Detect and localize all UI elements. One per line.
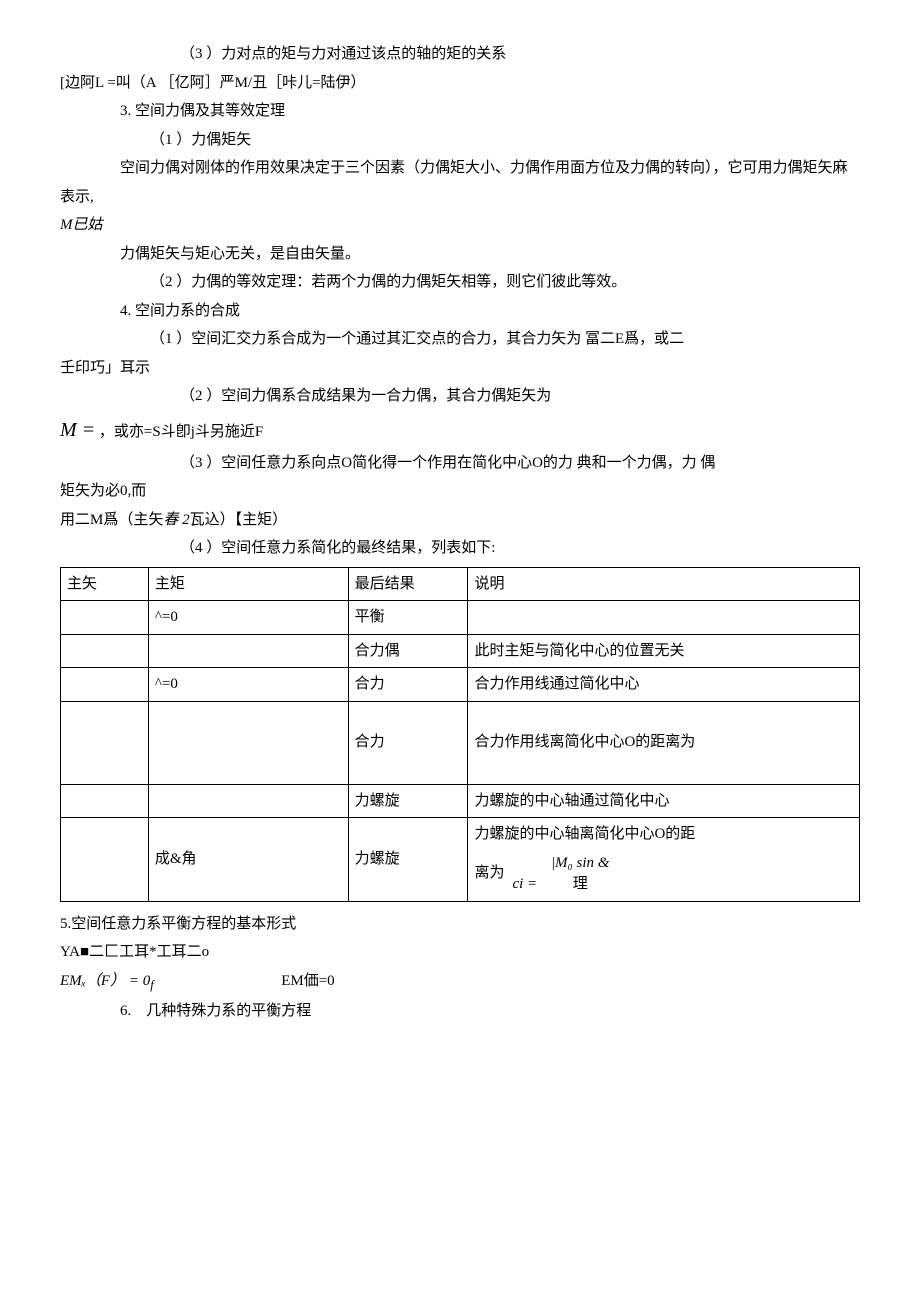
table-header-row: 主矢 主矩 最后结果 说明 — [61, 567, 860, 601]
em-0: EM価=0 — [281, 973, 334, 989]
para-4-3: （3 ）空间任意力系向点O简化得一个作用在简化中心O的力 典和一个力偶，力 偶 — [60, 449, 860, 478]
ci-top: |M₀ sin & — [551, 853, 610, 874]
cell: ^=0 — [148, 601, 348, 635]
ci-eq: ci = — [512, 876, 537, 892]
em-x: EMₓ — [60, 973, 86, 989]
cell-screw-desc: 力螺旋的中心轴离简化中心O的距 离为 ci = |M₀ sin & 理 — [468, 818, 860, 902]
heading-6: 6. 几种特殊力系的平衡方程 — [60, 997, 860, 1026]
screw-left: 离为 — [474, 859, 504, 888]
mv-b: 春 2 — [163, 512, 189, 528]
cell — [61, 634, 149, 668]
para-3-2: （2 ）力偶的等效定理：若两个力偶的力偶矩矢相等，则它们彼此等效。 — [60, 268, 860, 297]
cell — [61, 601, 149, 635]
cell: 成&角 — [148, 818, 348, 902]
table-row: 合力 合力作用线离简化中心O的距离为 — [61, 701, 860, 784]
m-eq-rest: ，或亦=S斗卽j斗另施近F — [99, 424, 263, 440]
para-4-3-cont: 矩矢为必0,而 — [60, 477, 860, 506]
cell: 合力作用线通过简化中心 — [468, 668, 860, 702]
cell — [148, 701, 348, 784]
cell: 合力作用线离简化中心O的距离为 — [468, 701, 860, 784]
para-4-2: （2 ）空间力偶系合成结果为一合力偶，其合力偶矩矢为 — [60, 382, 860, 411]
cell: 合力偶 — [348, 634, 468, 668]
cell: 力螺旋 — [348, 818, 468, 902]
mv-a: 用二M爲（主矢 — [60, 512, 163, 528]
cell — [61, 784, 149, 818]
heading-3: 3. 空间力偶及其等效定理 — [60, 97, 860, 126]
th-result: 最后结果 — [348, 567, 468, 601]
para-3-relation: （3 ）力对点的矩与力对通过该点的轴的矩的关系 — [60, 40, 860, 69]
ci-bot: 理 — [551, 874, 610, 895]
cell — [61, 701, 149, 784]
para-4-1-cont: 壬印巧」耳示 — [60, 354, 860, 383]
th-main-vector: 主矢 — [61, 567, 149, 601]
table-row: ^=0 合力 合力作用线通过简化中心 — [61, 668, 860, 702]
para-eq-1: YA■二匚工耳*工耳二o — [60, 938, 860, 967]
para-formula-1: [边阿L =叫（A ［亿阿］严M/丑［咔儿=陆伊） — [60, 69, 860, 98]
cell: 此时主矩与简化中心的位置无关 — [468, 634, 860, 668]
screw-line1: 力螺旋的中心轴离简化中心O的距 — [474, 820, 853, 849]
screw-formula: ci = |M₀ sin & 理 — [512, 849, 609, 899]
mv-c: 瓦込）【主矩） — [190, 512, 288, 528]
em-sub: f — [150, 978, 153, 992]
table-row: 成&角 力螺旋 力螺旋的中心轴离简化中心O的距 离为 ci = |M₀ sin … — [61, 818, 860, 902]
cell: 力螺旋 — [348, 784, 468, 818]
heading-5: 5.空间任意力系平衡方程的基本形式 — [60, 910, 860, 939]
cell: 合力 — [348, 701, 468, 784]
result-table: 主矢 主矩 最后结果 说明 ^=0 平衡 合力偶 此时主矩与简化中心的位置无关 … — [60, 567, 860, 902]
cell: 平衡 — [348, 601, 468, 635]
cell: ^=0 — [148, 668, 348, 702]
big-m: M = — [60, 419, 95, 441]
cell — [468, 601, 860, 635]
cell: 力螺旋的中心轴通过简化中心 — [468, 784, 860, 818]
para-eq-2: EMₓ（F） = 0f EM価=0 — [60, 967, 860, 998]
cell: 合力 — [348, 668, 468, 702]
para-main-vector: 用二M爲（主矢春 2瓦込）【主矩） — [60, 506, 860, 535]
cell — [61, 668, 149, 702]
para-free-vector: 力偶矩矢与矩心无关，是自由矢量。 — [60, 240, 860, 269]
table-row: 合力偶 此时主矩与简化中心的位置无关 — [61, 634, 860, 668]
heading-4: 4. 空间力系的合成 — [60, 297, 860, 326]
para-m-eq: M = ，或亦=S斗卽j斗另施近F — [60, 411, 860, 449]
th-main-moment: 主矩 — [148, 567, 348, 601]
cell — [148, 784, 348, 818]
para-4-1: （1 ）空间汇交力系合成为一个通过其汇交点的合力，其合力矢为 冨二E爲，或二 — [60, 325, 860, 354]
cell — [61, 818, 149, 902]
para-couple-desc: 空间力偶对刚体的作用效果决定于三个因素（力偶矩大小、力偶作用面方位及力偶的转向）… — [60, 154, 860, 211]
em-f: （F） = 0 — [86, 973, 150, 989]
th-desc: 说明 — [468, 567, 860, 601]
para-3-1: （1 ）力偶矩矢 — [60, 126, 860, 155]
para-m-formula: M已姑 — [60, 211, 860, 240]
cell — [148, 634, 348, 668]
para-4-4: （4 ）空间任意力系简化的最终结果，列表如下: — [60, 534, 860, 563]
table-row: ^=0 平衡 — [61, 601, 860, 635]
table-row: 力螺旋 力螺旋的中心轴通过简化中心 — [61, 784, 860, 818]
